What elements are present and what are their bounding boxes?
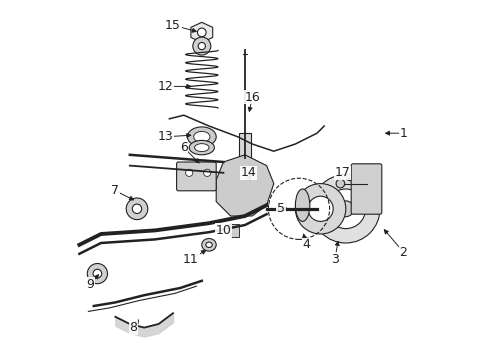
Circle shape	[238, 182, 256, 200]
Bar	[239, 133, 251, 187]
Polygon shape	[191, 22, 213, 42]
Text: 14: 14	[241, 166, 256, 179]
Circle shape	[312, 175, 380, 243]
Circle shape	[193, 37, 211, 55]
Circle shape	[336, 179, 345, 188]
Text: 17: 17	[334, 166, 350, 179]
Text: 5: 5	[277, 202, 285, 215]
Ellipse shape	[195, 144, 209, 152]
Circle shape	[326, 189, 366, 229]
Polygon shape	[216, 155, 274, 216]
Text: 3: 3	[331, 253, 339, 266]
Ellipse shape	[189, 140, 215, 155]
Text: 15: 15	[165, 19, 181, 32]
Text: 12: 12	[158, 80, 173, 93]
Circle shape	[198, 42, 205, 50]
Text: 13: 13	[158, 130, 173, 143]
Circle shape	[197, 28, 206, 37]
Circle shape	[295, 184, 346, 234]
FancyBboxPatch shape	[176, 162, 216, 191]
Ellipse shape	[187, 127, 216, 147]
FancyBboxPatch shape	[351, 164, 382, 214]
Text: 4: 4	[302, 238, 310, 251]
Circle shape	[308, 196, 333, 221]
Text: 11: 11	[183, 253, 199, 266]
Circle shape	[132, 204, 142, 213]
Ellipse shape	[202, 238, 216, 251]
Text: 2: 2	[399, 246, 407, 258]
Ellipse shape	[295, 189, 310, 221]
Text: 1: 1	[399, 127, 407, 140]
Text: 10: 10	[216, 224, 231, 237]
Circle shape	[204, 169, 211, 176]
Text: 9: 9	[86, 278, 94, 291]
Circle shape	[87, 264, 107, 284]
Ellipse shape	[206, 242, 212, 248]
Circle shape	[338, 201, 354, 217]
Circle shape	[93, 269, 102, 278]
Text: 8: 8	[129, 321, 137, 334]
Circle shape	[186, 169, 193, 176]
Text: 16: 16	[245, 91, 260, 104]
Bar	[230, 224, 239, 237]
Text: 7: 7	[111, 184, 120, 197]
Ellipse shape	[194, 131, 210, 142]
Text: 6: 6	[180, 141, 188, 154]
Circle shape	[126, 198, 148, 220]
